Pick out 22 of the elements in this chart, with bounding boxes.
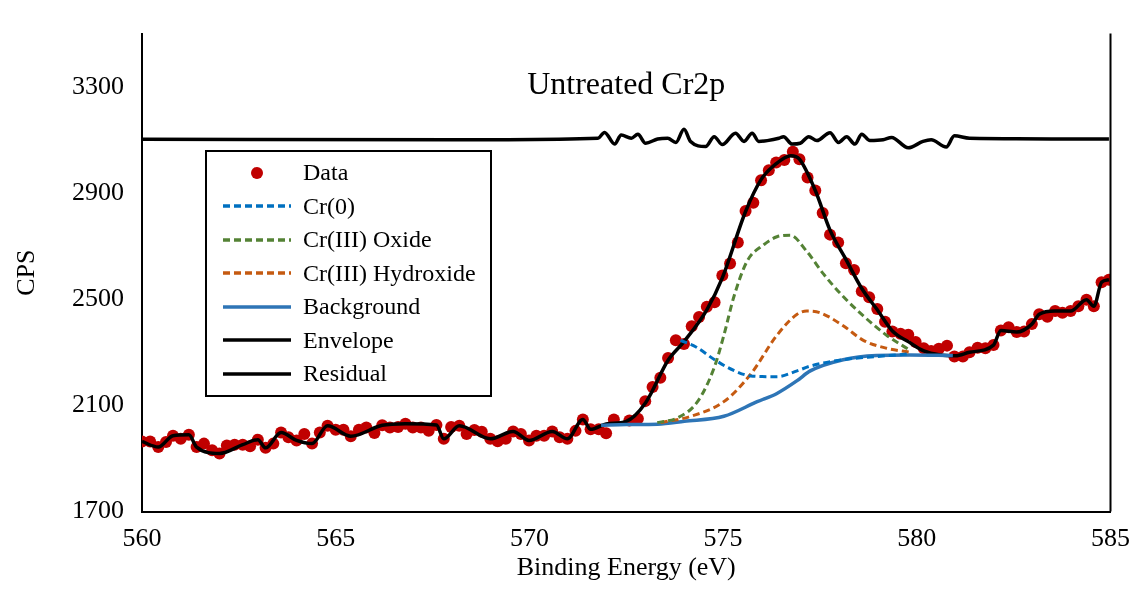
x-tick-label: 565 (316, 523, 356, 553)
y-axis-title: CPS (11, 249, 41, 296)
y-tick-label: 1700 (72, 495, 124, 525)
y-tick-label: 3300 (72, 70, 124, 100)
x-tick-label: 560 (122, 523, 162, 553)
legend-label: Residual (303, 359, 387, 388)
legend-label: Background (303, 292, 421, 321)
x-tick-label: 585 (1091, 523, 1130, 553)
y-tick-label: 2900 (72, 176, 124, 206)
y-tick-label: 2500 (72, 282, 124, 312)
legend-label: Envelope (303, 325, 394, 355)
text: Untreated Cr2p (527, 65, 726, 102)
legend-label: Data (303, 158, 349, 187)
legend-label: Cr(0) (303, 191, 355, 221)
x-axis-title: Binding Energy (eV) (516, 552, 736, 582)
x-tick-label: 580 (897, 523, 937, 553)
x-tick-label: 575 (703, 523, 743, 553)
legend-label: Cr(III) Hydroxide (303, 258, 476, 288)
x-tick-label: 570 (509, 523, 549, 553)
y-tick-label: 2100 (72, 389, 124, 419)
line-series (659, 309, 912, 425)
legend-label: Cr(III) Oxide (303, 225, 432, 254)
